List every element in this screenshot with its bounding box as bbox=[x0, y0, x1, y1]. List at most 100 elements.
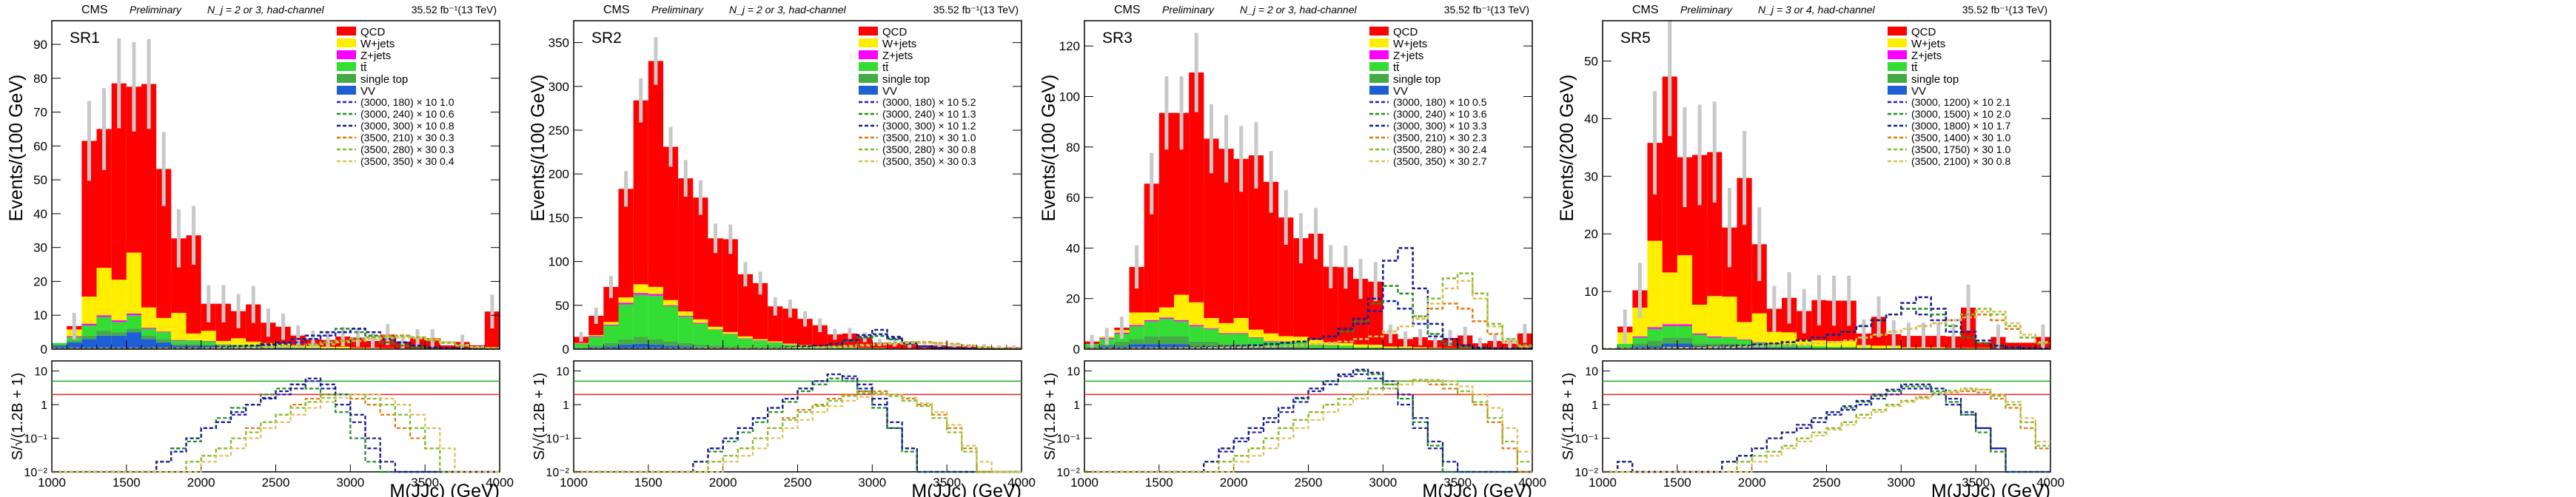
x-tick-label: 2000 bbox=[187, 476, 215, 490]
bar bbox=[693, 323, 708, 345]
ratio-line-4 bbox=[1603, 388, 2050, 473]
bar bbox=[261, 346, 276, 348]
ratio-y-tick-label: 1 bbox=[1073, 399, 1080, 412]
bar bbox=[633, 343, 648, 349]
signal-legend-label: (3500, 280) × 30 0.3 bbox=[360, 143, 455, 155]
bar bbox=[1099, 346, 1115, 349]
legend-swatch bbox=[1888, 27, 1907, 36]
ratio-line-2 bbox=[1603, 383, 2050, 473]
x-tick-label: 1000 bbox=[1070, 476, 1099, 490]
bar bbox=[1248, 155, 1264, 330]
bar bbox=[1189, 302, 1204, 325]
x-tick-label: 1500 bbox=[634, 476, 663, 490]
bar bbox=[633, 100, 648, 285]
bar bbox=[588, 336, 604, 337]
bar bbox=[1353, 279, 1369, 345]
x-tick-label: 3000 bbox=[1369, 476, 1397, 490]
bar bbox=[678, 346, 694, 349]
ratio-y-tick-label: 10 bbox=[556, 366, 569, 379]
bar bbox=[141, 328, 157, 336]
signal-legend-label: (3000, 1500) × 10 2.0 bbox=[1911, 108, 2010, 120]
y-tick-label: 300 bbox=[549, 80, 569, 94]
bar bbox=[1617, 348, 1633, 349]
bar bbox=[1677, 325, 1692, 338]
y-tick-label: 50 bbox=[555, 299, 569, 313]
x-tick-label: 4000 bbox=[2036, 476, 2065, 490]
bar bbox=[1293, 347, 1309, 348]
y-tick-label: 10 bbox=[1584, 285, 1598, 299]
cms-label: CMS bbox=[603, 4, 630, 16]
bar bbox=[1218, 149, 1234, 323]
signal-line-4 bbox=[1603, 308, 2050, 350]
bar bbox=[156, 317, 172, 332]
x-tick-label: 1000 bbox=[560, 476, 588, 490]
bar bbox=[1632, 343, 1648, 347]
bar bbox=[753, 283, 768, 339]
signal-legend-label: (3000, 1800) × 10 1.7 bbox=[1911, 120, 2010, 132]
bar bbox=[1174, 336, 1190, 345]
x-tick-label: 2500 bbox=[784, 476, 812, 490]
bar bbox=[2005, 342, 2021, 349]
bar bbox=[231, 338, 246, 345]
bar bbox=[1308, 339, 1324, 345]
signal-legend-label: (3000, 180) × 10 5.2 bbox=[882, 96, 976, 108]
ratio-line-5 bbox=[52, 393, 500, 473]
bar bbox=[1204, 328, 1219, 329]
bar bbox=[1826, 346, 1842, 348]
legend-label: VV bbox=[360, 85, 375, 98]
legend-label: W+jets bbox=[360, 38, 395, 50]
bar bbox=[648, 294, 663, 296]
ratio-y-tick-label: 10 bbox=[34, 366, 47, 379]
legend-label: Z+jets bbox=[1393, 50, 1423, 62]
bar bbox=[141, 335, 157, 339]
panel-sr3: CMS Preliminary N_j = 2 or 3, had-channel 3… bbox=[1039, 4, 1546, 497]
series-5 bbox=[67, 83, 500, 349]
bar bbox=[1647, 346, 1663, 349]
x-tick-label: 1000 bbox=[1589, 476, 1617, 490]
y-axis-title: Events/(100 GeV) bbox=[6, 75, 27, 222]
legend-label: single top bbox=[882, 73, 930, 86]
bar bbox=[1647, 327, 1663, 329]
bar bbox=[1677, 343, 1692, 349]
region-label: SR2 bbox=[591, 30, 622, 47]
bar bbox=[111, 335, 127, 349]
bar bbox=[1692, 305, 1708, 334]
ratio-y-axis-title: S/√(1.2B + 1) bbox=[1560, 373, 1577, 460]
legend-swatch bbox=[859, 27, 878, 36]
bar bbox=[1189, 72, 1204, 302]
bar bbox=[722, 239, 738, 332]
x-axis-title: M(JJc) (GeV) bbox=[1422, 481, 1532, 497]
legend-label: QCD bbox=[360, 26, 386, 38]
signal-legend-label: (3000, 300) × 10 0.8 bbox=[360, 120, 455, 132]
ratio-plot-frame bbox=[51, 360, 500, 473]
bar bbox=[1174, 344, 1190, 349]
bar bbox=[1662, 343, 1677, 349]
bar bbox=[1264, 333, 1279, 342]
bar bbox=[1458, 348, 1473, 349]
signal-legend-label: (3500, 350) × 30 2.7 bbox=[1393, 155, 1487, 167]
bar bbox=[96, 335, 112, 349]
bar bbox=[1707, 337, 1723, 344]
bar bbox=[1204, 138, 1219, 318]
luminosity-label: 35.52 fb⁻¹(13 TeV) bbox=[933, 4, 1019, 16]
bar bbox=[1647, 240, 1663, 328]
cms-label: CMS bbox=[1114, 4, 1141, 16]
bar bbox=[2020, 342, 2036, 349]
x-tick-label: 2000 bbox=[709, 476, 737, 490]
x-tick-label: 3000 bbox=[1887, 476, 1915, 490]
bar bbox=[1782, 332, 1797, 344]
legend-label: QCD bbox=[882, 26, 908, 38]
bar bbox=[1751, 313, 1767, 342]
bar bbox=[126, 87, 141, 253]
bar bbox=[1218, 333, 1234, 334]
bar bbox=[1692, 334, 1708, 344]
selection-label: N_j = 2 or 3, had-channel bbox=[729, 4, 846, 16]
legend-swatch bbox=[1888, 74, 1907, 83]
bar bbox=[1677, 255, 1692, 325]
bar bbox=[1248, 337, 1264, 338]
legend-swatch bbox=[859, 86, 878, 95]
x-tick-label: 4000 bbox=[486, 476, 514, 490]
bar bbox=[1158, 336, 1174, 345]
y-tick-label: 0 bbox=[1073, 342, 1080, 356]
bar bbox=[1129, 325, 1144, 327]
